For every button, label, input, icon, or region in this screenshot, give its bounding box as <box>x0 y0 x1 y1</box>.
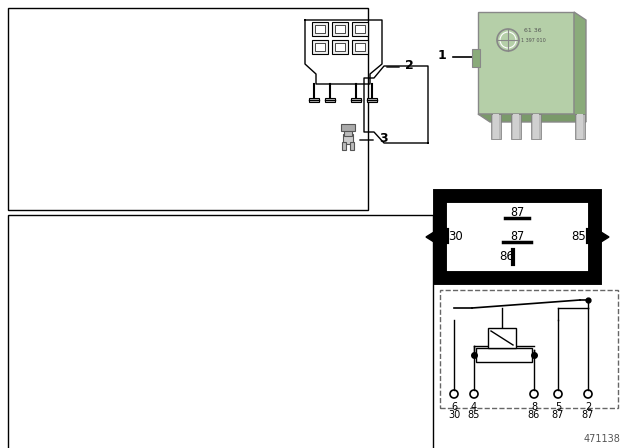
Bar <box>312 40 328 54</box>
Bar <box>350 142 354 150</box>
Bar <box>440 196 595 278</box>
Bar <box>367 98 377 102</box>
Text: 61 36: 61 36 <box>524 27 542 33</box>
Bar <box>344 126 352 136</box>
Text: 85: 85 <box>572 229 586 242</box>
Bar <box>332 22 348 36</box>
Bar <box>472 49 480 67</box>
Bar <box>332 40 348 54</box>
Bar <box>341 124 355 131</box>
Bar <box>352 22 368 36</box>
Bar <box>352 40 368 54</box>
Text: 8: 8 <box>531 402 537 412</box>
Bar <box>513 114 519 139</box>
Text: 2: 2 <box>585 402 591 412</box>
Bar <box>342 142 346 150</box>
Bar <box>355 43 365 51</box>
Bar <box>343 134 353 144</box>
Bar <box>309 98 319 102</box>
Text: 87: 87 <box>552 410 564 420</box>
Bar <box>355 25 365 33</box>
Text: 6: 6 <box>451 402 457 412</box>
Text: 30: 30 <box>448 410 460 420</box>
Text: 2: 2 <box>405 59 413 72</box>
Text: 87: 87 <box>582 410 594 420</box>
Text: 86: 86 <box>528 410 540 420</box>
Polygon shape <box>426 227 442 247</box>
Bar <box>533 114 539 139</box>
Polygon shape <box>593 227 609 247</box>
Text: 86: 86 <box>500 250 515 263</box>
Text: 3: 3 <box>379 132 388 145</box>
Text: 1: 1 <box>437 48 446 61</box>
Text: 30: 30 <box>449 229 463 242</box>
Bar <box>8 215 433 448</box>
Text: 87: 87 <box>510 206 524 219</box>
Bar <box>8 8 368 210</box>
Text: 1 397 010: 1 397 010 <box>520 38 545 43</box>
Bar <box>493 114 499 139</box>
Bar <box>440 290 618 408</box>
Bar <box>315 25 325 33</box>
Bar <box>531 114 541 139</box>
Bar <box>488 328 516 348</box>
Text: 471138: 471138 <box>583 434 620 444</box>
Text: 4: 4 <box>471 402 477 412</box>
Bar <box>312 22 328 36</box>
Bar <box>577 114 583 139</box>
Text: 5: 5 <box>555 402 561 412</box>
Bar <box>335 43 345 51</box>
Bar <box>335 25 345 33</box>
Bar <box>351 98 361 102</box>
Text: 85: 85 <box>468 410 480 420</box>
Bar <box>476 348 532 362</box>
Bar <box>575 114 585 139</box>
Polygon shape <box>478 114 586 122</box>
Bar <box>315 43 325 51</box>
Bar <box>478 12 574 114</box>
Bar <box>491 114 501 139</box>
Text: 87: 87 <box>510 229 524 242</box>
Bar <box>511 114 521 139</box>
Bar <box>325 98 335 102</box>
Polygon shape <box>574 12 586 122</box>
